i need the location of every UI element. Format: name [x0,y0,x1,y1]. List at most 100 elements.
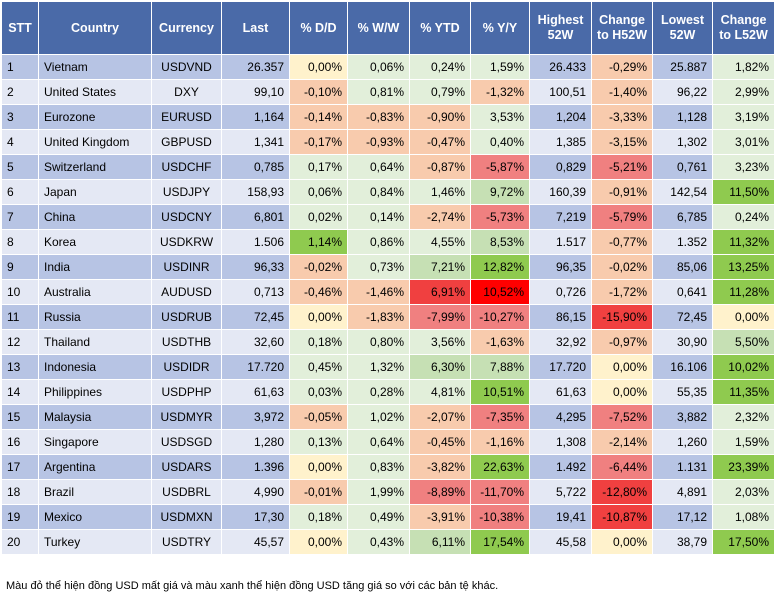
country-cell: Eurozone [38,104,152,130]
lowest-52w-cell: 1,260 [652,429,713,455]
table-row: 1 Vietnam USDVND 26.357 0,00% 0,06% 0,24% 1,59%… [1,54,775,80]
highest-52w-cell: 4,295 [529,404,592,430]
country-cell: Brazil [38,479,152,505]
country-cell: Mexico [38,504,152,530]
currency-cell: USDRUB [151,304,222,330]
currency-cell: USDINR [151,254,222,280]
change-to-l52w-cell: 1,08% [712,504,775,530]
lowest-52w-cell: 1,302 [652,129,713,155]
pct-ytd-cell: 4,81% [409,379,471,405]
pct-yy-cell: 0,40% [470,129,530,155]
pct-dd-cell: 0,00% [289,529,348,555]
pct-yy-cell: 12,82% [470,254,530,280]
pct-ytd-cell: 4,55% [409,229,471,255]
last-cell: 1,341 [221,129,290,155]
pct-ww-cell: 1,99% [347,479,410,505]
highest-52w-cell: 1.517 [529,229,592,255]
lowest-52w-cell: 30,90 [652,329,713,355]
change-to-l52w-cell: 2,32% [712,404,775,430]
lowest-52w-cell: 25.887 [652,54,713,80]
stt-cell: 16 [1,429,39,455]
change-to-l52w-cell: 17,50% [712,529,775,555]
pct-ww-cell: 0,64% [347,154,410,180]
last-cell: 26.357 [221,54,290,80]
pct-dd-cell: 0,03% [289,379,348,405]
currency-cell: USDBRL [151,479,222,505]
exchange-rate-table: STT Country Currency Last% D/D% W/W% YTD% Y… [1,1,775,555]
table-row: 11 Russia USDRUB 72,45 0,00% -1,83% -7,99% -10,… [1,304,775,330]
change-to-l52w-cell: 23,39% [712,454,775,480]
lowest-52w-cell: 1.131 [652,454,713,480]
change-to-l52w-cell: 0,24% [712,204,775,230]
pct-ww-cell: 0,83% [347,454,410,480]
highest-52w-cell: 0,726 [529,279,592,305]
header-last: Last [221,1,290,55]
pct-yy-cell: 22,63% [470,454,530,480]
last-cell: 158,93 [221,179,290,205]
country-cell: Australia [38,279,152,305]
highest-52w-cell: 7,219 [529,204,592,230]
country-cell: Malaysia [38,404,152,430]
highest-52w-cell: 96,35 [529,254,592,280]
table-row: 10 Australia AUDUSD 0,713 -0,46% -1,46% 6,91% 1… [1,279,775,305]
last-cell: 1,280 [221,429,290,455]
change-to-l52w-cell: 5,50% [712,329,775,355]
highest-52w-cell: 1,385 [529,129,592,155]
country-cell: Singapore [38,429,152,455]
change-to-l52w-cell: 1,59% [712,429,775,455]
table-row: 14 Philippines USDPHP 61,63 0,03% 0,28% 4,81% 1… [1,379,775,405]
pct-dd-cell: -0,14% [289,104,348,130]
lowest-52w-cell: 6,785 [652,204,713,230]
pct-yy-cell: 3,53% [470,104,530,130]
country-cell: Indonesia [38,354,152,380]
change-to-l52w-cell: 0,00% [712,304,775,330]
change-to-h52w-cell: -0,29% [591,54,653,80]
last-cell: 17.720 [221,354,290,380]
pct-ytd-cell: 1,46% [409,179,471,205]
change-to-h52w-cell: 0,00% [591,529,653,555]
pct-ytd-cell: -0,45% [409,429,471,455]
pct-yy-cell: -1,32% [470,79,530,105]
change-to-h52w-cell: -5,79% [591,204,653,230]
currency-cell: USDCHF [151,154,222,180]
pct-yy-cell: 10,52% [470,279,530,305]
pct-ytd-cell: 6,91% [409,279,471,305]
header-change-to-l52w: Change to L52W [712,1,775,55]
stt-cell: 14 [1,379,39,405]
change-to-h52w-cell: -3,33% [591,104,653,130]
table-header: STT Country Currency Last% D/D% W/W% YTD% Y… [1,1,775,55]
pct-ww-cell: 0,64% [347,429,410,455]
currency-cell: USDIDR [151,354,222,380]
highest-52w-cell: 61,63 [529,379,592,405]
country-cell: Turkey [38,529,152,555]
country-cell: Thailand [38,329,152,355]
change-to-l52w-cell: 13,25% [712,254,775,280]
pct-ww-cell: 0,14% [347,204,410,230]
pct-dd-cell: 0,45% [289,354,348,380]
currency-cell: DXY [151,79,222,105]
pct-dd-cell: -0,02% [289,254,348,280]
change-to-l52w-cell: 11,28% [712,279,775,305]
change-to-h52w-cell: -12,80% [591,479,653,505]
country-cell: Philippines [38,379,152,405]
currency-cell: AUDUSD [151,279,222,305]
pct-ytd-cell: 3,56% [409,329,471,355]
change-to-l52w-cell: 2,03% [712,479,775,505]
country-cell: Russia [38,304,152,330]
currency-cell: USDMXN [151,504,222,530]
highest-52w-cell: 100,51 [529,79,592,105]
country-cell: India [38,254,152,280]
last-cell: 17,30 [221,504,290,530]
change-to-h52w-cell: -2,14% [591,429,653,455]
pct-yy-cell: -5,87% [470,154,530,180]
last-cell: 0,713 [221,279,290,305]
pct-ytd-cell: -3,82% [409,454,471,480]
header-row: STT Country Currency Last% D/D% W/W% YTD% Y… [1,1,775,55]
last-cell: 3,972 [221,404,290,430]
change-to-h52w-cell: -7,52% [591,404,653,430]
lowest-52w-cell: 96,22 [652,79,713,105]
pct-dd-cell: -0,01% [289,479,348,505]
change-to-l52w-cell: 3,23% [712,154,775,180]
highest-52w-cell: 17.720 [529,354,592,380]
stt-cell: 19 [1,504,39,530]
